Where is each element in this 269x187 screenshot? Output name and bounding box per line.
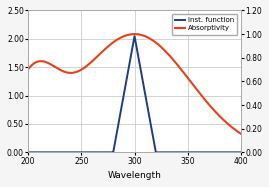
Absorptivity bbox=[181, 70, 184, 73]
Inst. function bbox=[27, 151, 30, 154]
Line: Absorptivity: Absorptivity bbox=[28, 34, 241, 134]
Inst. function bbox=[239, 151, 242, 154]
Absorptivity bbox=[239, 133, 242, 135]
Inst. function bbox=[133, 35, 136, 37]
Absorptivity bbox=[27, 68, 30, 70]
Legend: Inst. function, Absorptivity: Inst. function, Absorptivity bbox=[172, 14, 238, 35]
Absorptivity bbox=[128, 33, 131, 36]
Inst. function bbox=[128, 64, 131, 66]
Absorptivity bbox=[116, 38, 119, 41]
Inst. function bbox=[116, 128, 119, 130]
Absorptivity bbox=[222, 119, 225, 121]
Inst. function bbox=[233, 151, 236, 154]
Inst. function bbox=[181, 151, 184, 154]
Absorptivity bbox=[233, 128, 236, 130]
Absorptivity bbox=[133, 33, 136, 35]
Inst. function bbox=[118, 119, 121, 121]
Line: Inst. function: Inst. function bbox=[28, 36, 241, 152]
Absorptivity bbox=[118, 37, 121, 40]
X-axis label: Wavelength: Wavelength bbox=[108, 171, 161, 180]
Inst. function bbox=[222, 151, 225, 154]
